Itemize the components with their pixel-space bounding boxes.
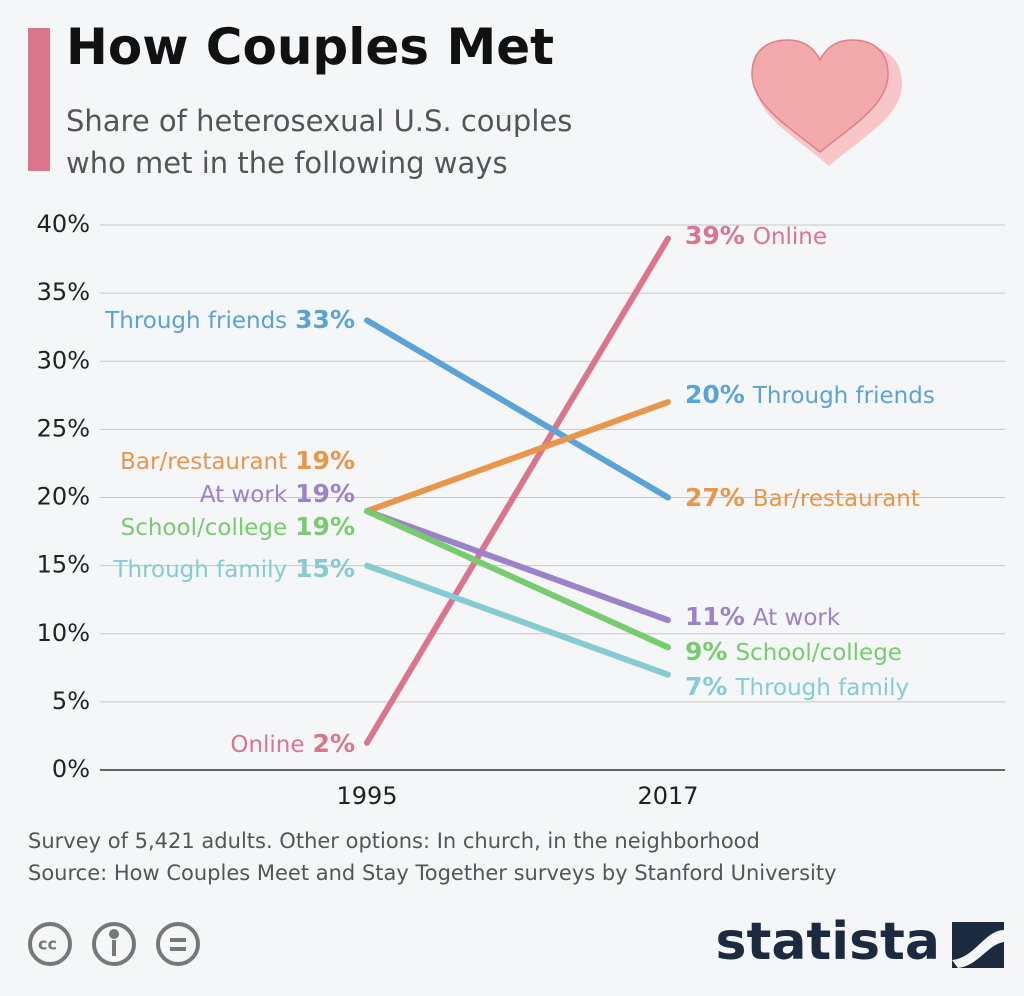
- x-tick-label: 1995: [336, 782, 397, 810]
- series-label: 11% At work: [685, 602, 841, 631]
- series-label: Online 2%: [230, 729, 355, 758]
- series-label: Through family 15%: [112, 554, 355, 583]
- series-name: Online: [753, 224, 827, 250]
- brand-logo: [952, 922, 1004, 968]
- y-tick-label: 10%: [37, 619, 90, 647]
- value-label: 20%: [685, 380, 745, 409]
- series-label: At work 19%: [200, 479, 355, 508]
- y-tick-label: 5%: [52, 687, 90, 715]
- accent-bar: [28, 28, 50, 171]
- series-line: [364, 399, 671, 515]
- series-name: Bar/restaurant: [753, 486, 920, 512]
- series-label: School/college 19%: [121, 512, 355, 541]
- series-line: [364, 235, 671, 746]
- value-label: 9%: [685, 637, 727, 666]
- series-label: 27% Bar/restaurant: [685, 483, 920, 512]
- series-label: 7% Through family: [685, 672, 909, 701]
- value-label: 19%: [295, 446, 355, 475]
- y-tick-label: 15%: [37, 551, 90, 579]
- value-label: 2%: [313, 729, 355, 758]
- value-label: 15%: [295, 554, 355, 583]
- value-label: 27%: [685, 483, 745, 512]
- license-icons: [28, 922, 200, 966]
- series-name: Online: [230, 732, 304, 758]
- y-tick-label: 30%: [37, 346, 90, 374]
- series-label: Bar/restaurant 19%: [120, 446, 355, 475]
- note: Survey of 5,421 adults. Other options: I…: [28, 829, 760, 853]
- y-tick-label: 20%: [37, 483, 90, 511]
- y-tick-label: 40%: [37, 210, 90, 238]
- series-name: Through family: [734, 675, 909, 701]
- subtitle: Share of heterosexual U.S. couples who m…: [66, 104, 573, 180]
- series-name: At work: [200, 482, 288, 508]
- series-label: 20% Through friends: [685, 380, 935, 409]
- value-label: 19%: [295, 479, 355, 508]
- y-tick-label: 25%: [37, 414, 90, 442]
- value-label: 19%: [295, 512, 355, 541]
- series-label: 39% Online: [685, 221, 827, 250]
- value-label: 11%: [685, 602, 745, 631]
- series-name: Through family: [112, 557, 287, 583]
- series-name: At work: [753, 605, 841, 631]
- source: Source: How Couples Meet and Stay Togeth…: [28, 861, 837, 885]
- value-label: 33%: [295, 305, 355, 334]
- series-label: Through friends 33%: [104, 305, 355, 334]
- series-name: School/college: [121, 515, 288, 541]
- series-line: [364, 317, 671, 501]
- value-label: 7%: [685, 672, 727, 701]
- series-label: 9% School/college: [685, 637, 902, 666]
- heart-icon: [751, 39, 902, 166]
- series-line: [364, 508, 671, 651]
- title: How Couples Met: [66, 18, 555, 76]
- series-name: Through friends: [752, 383, 935, 409]
- series-line: [364, 562, 671, 678]
- series-name: Bar/restaurant: [120, 449, 287, 475]
- series-line: [364, 508, 671, 624]
- value-label: 39%: [685, 221, 745, 250]
- y-tick-label: 35%: [37, 278, 90, 306]
- x-tick-label: 2017: [637, 782, 698, 810]
- series-name: Through friends: [104, 308, 287, 334]
- brand: statista: [716, 912, 940, 972]
- series-name: School/college: [735, 640, 902, 666]
- y-tick-label: 0%: [52, 755, 90, 783]
- cc-text: cc: [38, 935, 57, 954]
